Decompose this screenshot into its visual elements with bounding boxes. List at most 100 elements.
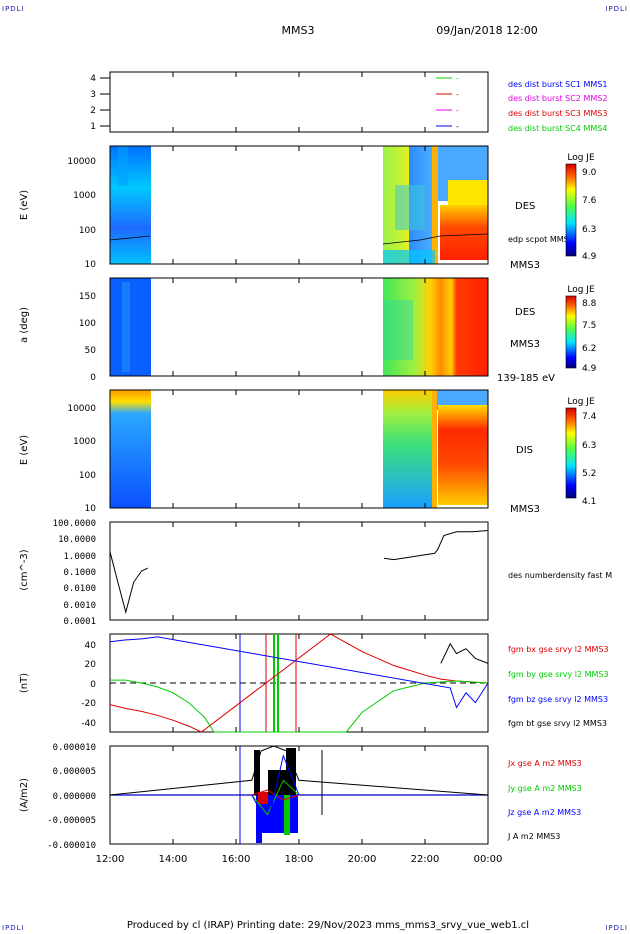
density-ylabel: (cm^-3) <box>19 549 30 590</box>
des-pitch-colorbar: Log JE 8.8 7.5 6.2 4.9 <box>565 285 597 374</box>
current-legend-label: J A m2 MMS3 <box>507 832 560 841</box>
current-burst-block <box>258 792 268 804</box>
heatmap-block <box>383 390 435 508</box>
burst-right-label: des dist burst SC1 MMS1 <box>508 80 607 89</box>
burst-tick-label: 4 <box>90 74 96 84</box>
current-legend: Jx gse A m2 MMS3 Jy gse A m2 MMS3 Jz gse… <box>507 759 582 841</box>
current-legend-label: Jy gse A m2 MMS3 <box>507 784 582 793</box>
colorbar-title: Log JE <box>567 153 595 163</box>
colorbar-tick-label: 7.5 <box>582 321 596 331</box>
magnetic-legend: fgm bx gse srvy l2 MMS3 fgm by gse srvy … <box>508 645 609 728</box>
colorbar-tick-label: 5.2 <box>582 469 596 479</box>
magnetic-legend-label: fgm bz gse srvy l2 MMS3 <box>508 695 608 704</box>
colorbar-title: Log JE <box>567 397 595 407</box>
colorbar-tick-label: 4.1 <box>582 497 596 507</box>
heatmap-block <box>383 250 435 264</box>
current-legend-label: Jz gse A m2 MMS3 <box>507 808 581 817</box>
colorbar-tick-label: 6.3 <box>582 225 596 235</box>
current-burst-block <box>254 750 260 795</box>
time-tick-label: 16:00 <box>222 854 251 865</box>
panel-des-pitch-angle: 150 100 50 0 a (deg) DES MMS3 139-185 eV… <box>19 277 597 384</box>
des-pitch-tick-label: 0 <box>90 373 96 383</box>
des-scpot-line <box>109 235 151 241</box>
heatmap-block <box>122 282 130 372</box>
density-tick-label: 0.0010 <box>63 601 96 611</box>
dis-energy-instrument-label: DIS <box>516 445 533 456</box>
current-legend-label: Jx gse A m2 MMS3 <box>507 759 582 768</box>
heatmap-block <box>110 390 151 508</box>
burst-legend-label: - <box>456 106 459 115</box>
burst-tick-label: 1 <box>90 122 96 132</box>
panel-dis-energy: 10000 1000 100 10 E (eV) DIS MMS3 Log JE… <box>19 389 597 515</box>
magnetic-series-line <box>109 636 489 709</box>
current-series-group <box>109 745 489 826</box>
current-tick-label: 0.000010 <box>53 743 96 753</box>
heatmap-block <box>395 185 425 230</box>
burst-right-label: des dist burst SC3 MMS3 <box>508 109 607 118</box>
colorbar-tick-label: 7.4 <box>582 412 597 422</box>
des-energy-instrument-label: DES <box>515 201 535 212</box>
des-energy-spacecraft-label: MMS3 <box>510 260 540 271</box>
burst-tick-label: 2 <box>90 106 96 116</box>
time-tick-label: 00:00 <box>474 854 503 865</box>
heatmap-block <box>110 278 151 376</box>
magnetic-tick-label: 0 <box>90 680 96 690</box>
des-pitch-tick-label: 100 <box>79 319 96 329</box>
heatmap-block <box>432 146 438 264</box>
density-series-label: des numberdensity fast M <box>508 571 612 580</box>
des-pitch-tick-label: 50 <box>85 346 97 356</box>
current-series-line <box>110 779 488 816</box>
panel-magnetic-field: 40 20 0 -20 -40 (nT) fgm bx gse srvy l2 … <box>19 633 609 733</box>
colorbar-gradient <box>565 407 577 499</box>
magnetic-y-axis: 40 20 0 -20 -40 (nT) <box>19 641 96 729</box>
des-energy-ylabel: E (eV) <box>19 190 30 220</box>
current-y-axis: 0.000010 0.000005 0.000000 -0.000005 -0.… <box>19 743 96 851</box>
heatmap-block <box>438 405 488 505</box>
colorbar-title: Log JE <box>567 285 595 295</box>
heatmap-block <box>110 146 151 264</box>
current-series-line <box>110 754 488 826</box>
colorbar-tick-label: 6.2 <box>582 344 596 354</box>
density-tick-label: 0.0100 <box>63 584 96 594</box>
corner-label-bottom-left: IPDLI <box>2 924 25 932</box>
time-tick-label: 20:00 <box>348 854 377 865</box>
density-series-group <box>109 530 489 615</box>
colorbar-gradient <box>565 295 577 369</box>
density-tick-label: 10.0000 <box>58 535 96 545</box>
corner-label-bottom-right: IPDLI <box>605 924 628 932</box>
des-energy-y-axis: 10000 1000 100 10 E (eV) <box>19 157 96 270</box>
magnetic-tick-label: -40 <box>81 719 96 729</box>
magnetic-spikes <box>239 634 297 732</box>
dis-energy-tick-label: 100 <box>79 471 96 481</box>
dis-energy-y-axis: 10000 1000 100 10 E (eV) <box>19 404 96 514</box>
des-energy-overlay-label: edp scpot MMS3 <box>508 235 574 244</box>
des-energy-tick-label: 1000 <box>73 191 96 201</box>
des-pitch-y-axis: 150 100 50 0 a (deg) <box>19 292 96 383</box>
time-tick-label: 22:00 <box>411 854 440 865</box>
magnetic-tick-label: 40 <box>85 641 97 651</box>
burst-legend: - - - - <box>436 74 459 131</box>
current-tick-label: 0.000005 <box>53 767 96 777</box>
panel-des-energy: 10000 1000 100 10 E (eV) DES edp scpot M… <box>19 145 597 271</box>
des-pitch-tick-label: 150 <box>79 292 96 302</box>
burst-legend-label: - <box>456 90 459 99</box>
current-burst-block <box>284 795 290 835</box>
current-series-line <box>109 745 489 796</box>
panel-density-frame <box>109 521 489 621</box>
des-energy-tick-label: 100 <box>79 226 96 236</box>
header-datetime: 09/Jan/2018 12:00 <box>436 24 538 37</box>
des-pitch-energy-range: 139-185 eV <box>497 373 555 384</box>
magnetic-legend-label: fgm by gse srvy l2 MMS3 <box>508 670 609 679</box>
burst-tick-label: 3 <box>90 90 96 100</box>
panel-burst-frame <box>109 71 489 133</box>
magnetic-legend-label: fgm bt gse srvy l2 MMS3 <box>508 719 607 728</box>
density-series-line <box>384 530 489 561</box>
des-scpot-line <box>382 233 489 245</box>
dis-energy-colorbar: Log JE 7.4 6.3 5.2 4.1 <box>565 397 597 507</box>
colorbar-tick-label: 4.9 <box>582 364 597 374</box>
current-tick-label: -0.000010 <box>47 841 96 851</box>
dis-energy-heatmap <box>110 390 488 508</box>
magnetic-ylabel: (nT) <box>19 673 30 693</box>
heatmap-block <box>432 390 437 508</box>
density-tick-label: 0.1000 <box>63 568 96 578</box>
